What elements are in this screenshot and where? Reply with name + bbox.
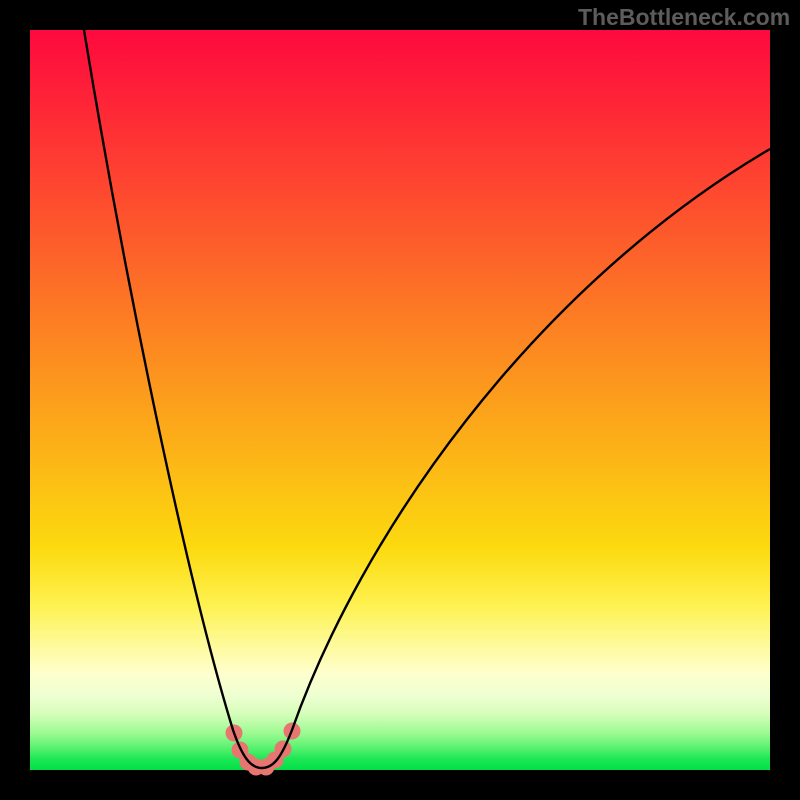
plot-area [30,30,770,776]
watermark-text: TheBottleneck.com [578,4,790,31]
bottleneck-chart [0,0,800,800]
plot-background-gradient [30,30,770,770]
